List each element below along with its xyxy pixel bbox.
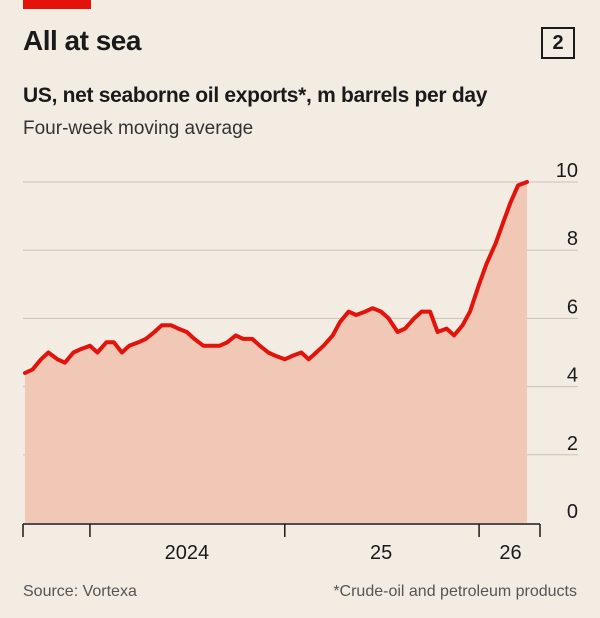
chart-number-badge: 2: [541, 27, 575, 59]
chart-subsubtitle: Four-week moving average: [23, 118, 254, 139]
y-tick-label: 6: [567, 296, 578, 318]
chart-subtitle: US, net seaborne oil exports*, m barrels…: [23, 84, 488, 107]
chart-title: All at sea: [23, 25, 141, 56]
x-tick-label: 25: [370, 542, 392, 564]
series-line: [23, 180, 529, 375]
y-tick-labels: 0 2 4 6 8 10: [556, 160, 578, 523]
accent-bar: [23, 0, 91, 9]
footnote: *Crude-oil and petroleum products: [333, 583, 577, 600]
y-tick-label: 0: [567, 501, 578, 523]
y-tick-label: 4: [567, 365, 578, 387]
x-ticks: 2024 25 26: [22, 524, 541, 564]
y-tick-label: 2: [567, 433, 578, 455]
x-tick-label: 2024: [165, 542, 210, 564]
y-tick-label: 8: [567, 228, 578, 250]
source-note: Source: Vortexa: [23, 583, 137, 600]
x-tick-label: 26: [499, 542, 521, 564]
area-fill: [25, 182, 527, 523]
y-tick-label: 10: [556, 160, 578, 182]
